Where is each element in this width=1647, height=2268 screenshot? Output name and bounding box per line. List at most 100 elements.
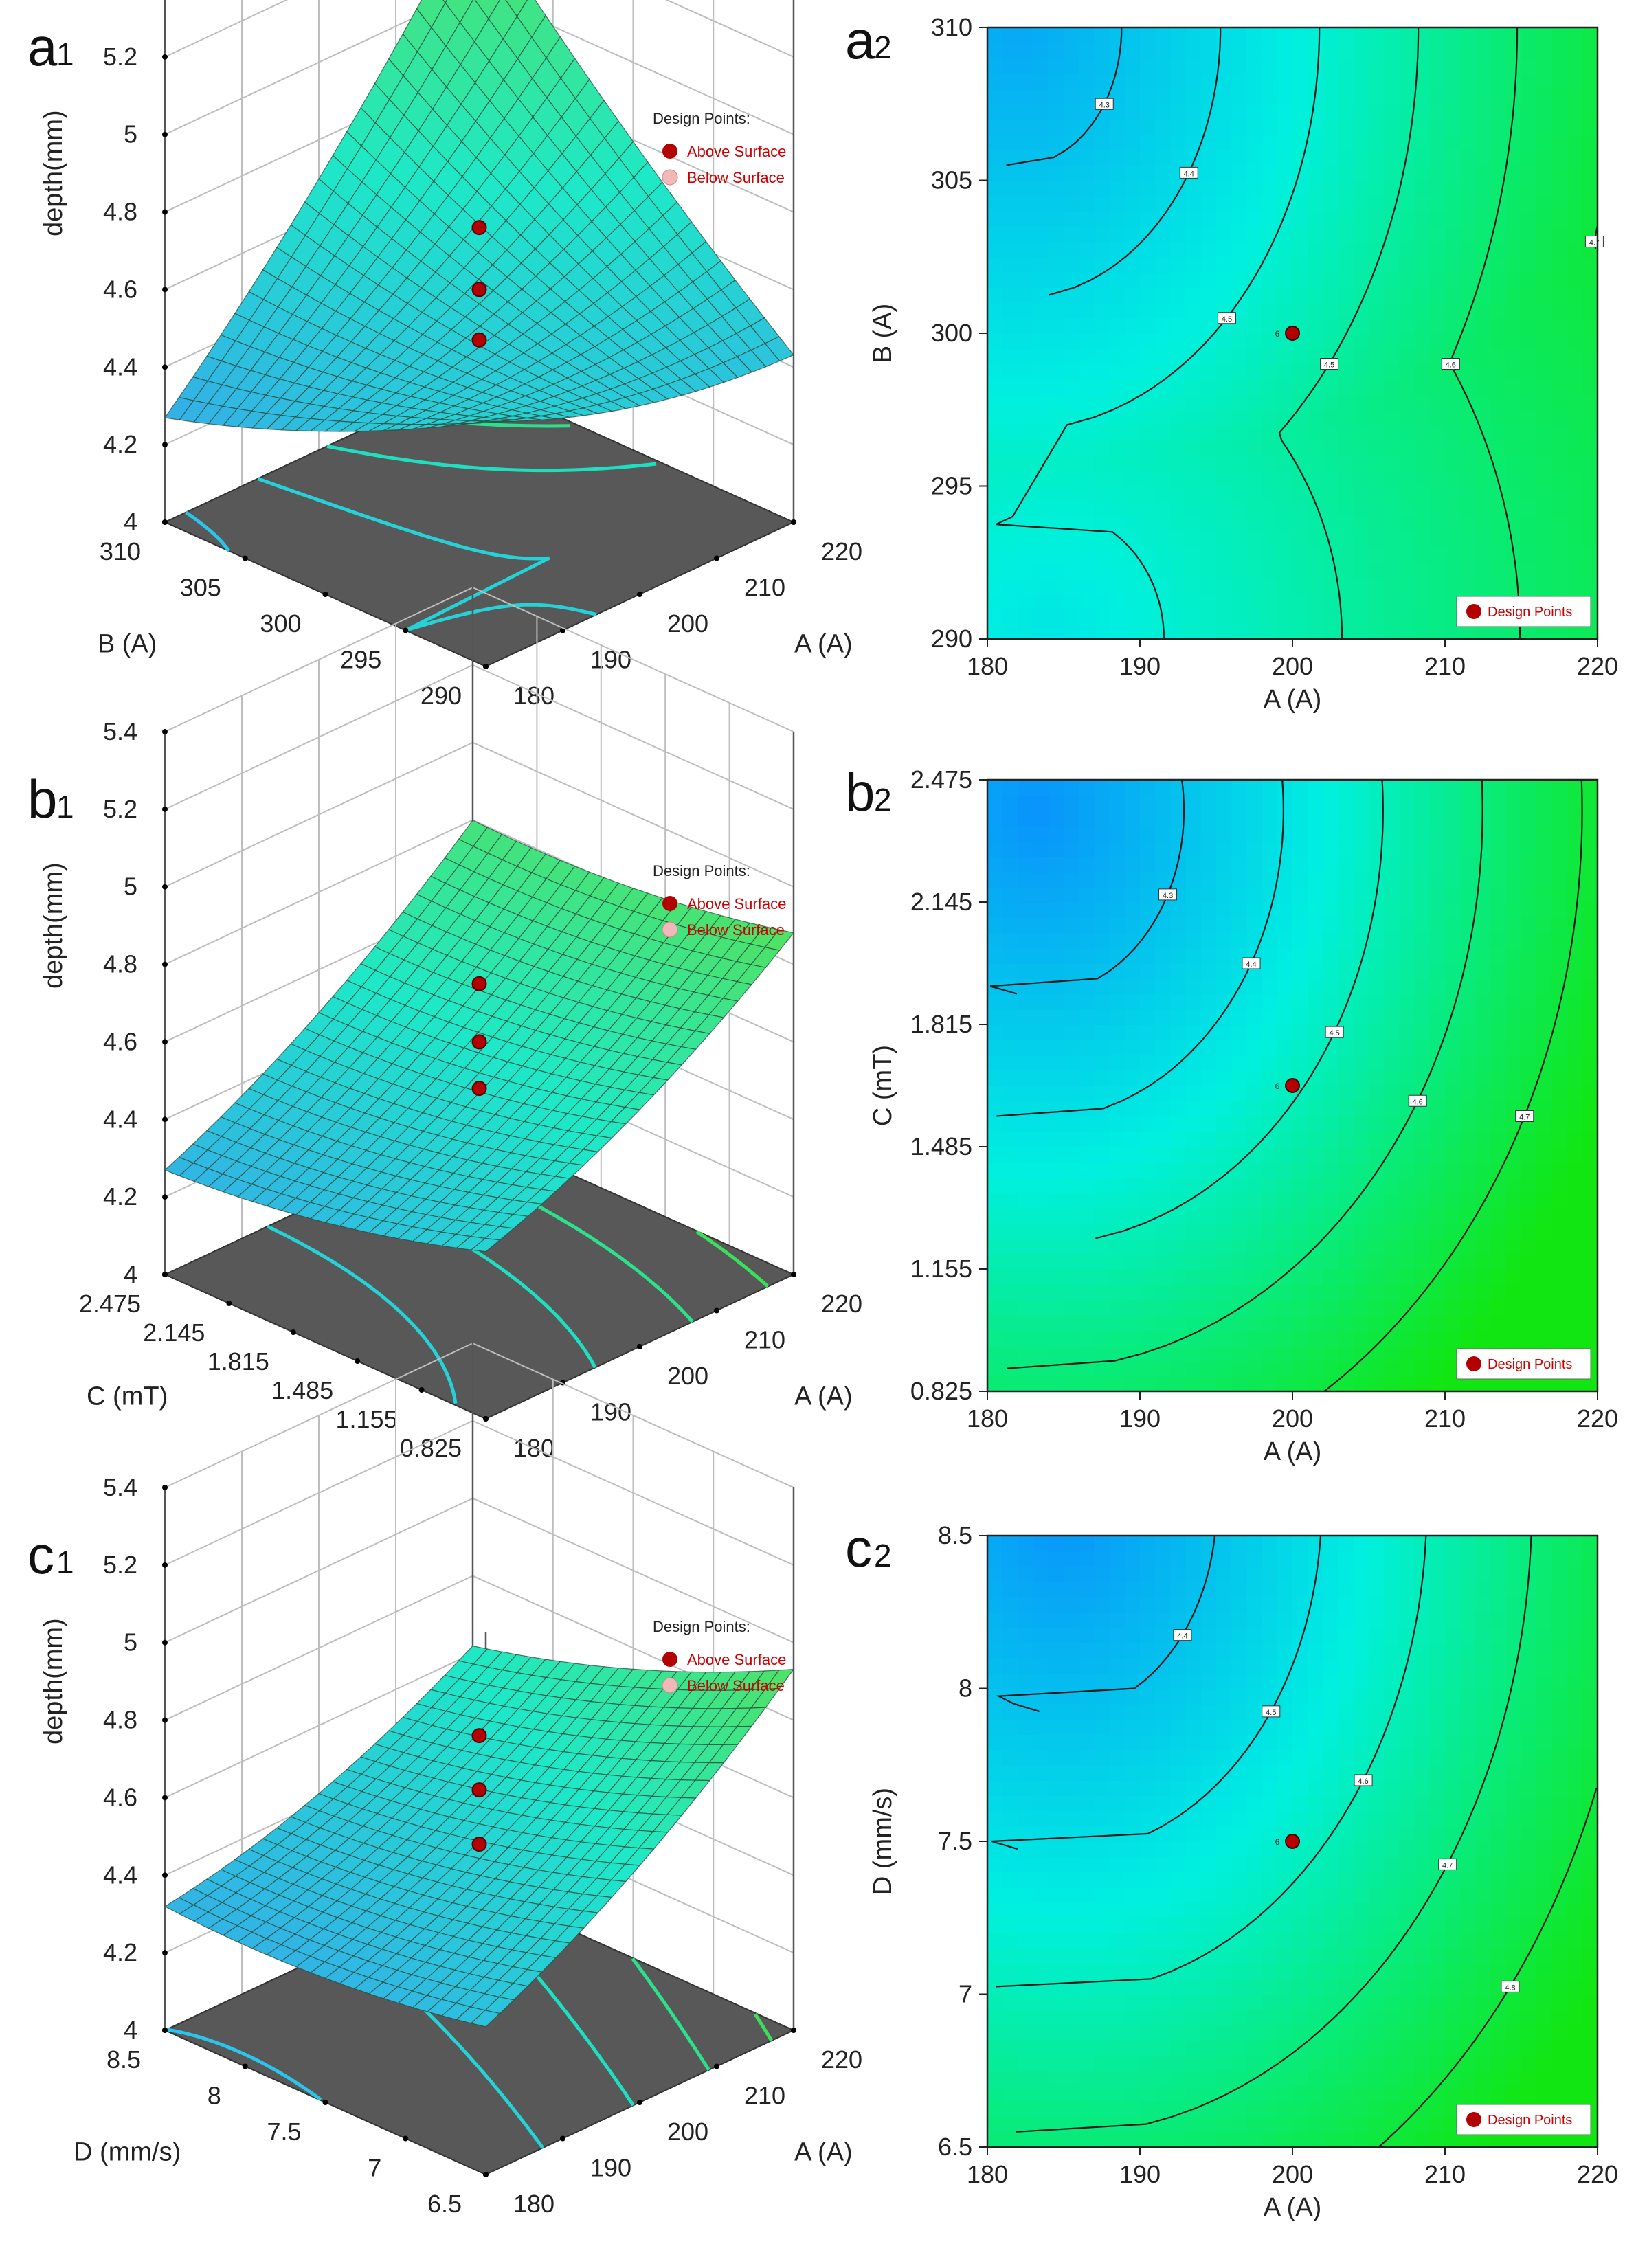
factor-tick-mark [242,555,248,561]
contour-cell [1521,211,1537,227]
contour-cell [1399,1040,1415,1056]
contour-cell [1445,1055,1461,1071]
contour-cell [1414,1162,1431,1178]
contour-cell [1185,1330,1202,1347]
contour-cell [1353,1040,1369,1056]
contour-cell [987,1330,1003,1347]
contour-cell [1521,241,1537,258]
factor-tick-label: 295 [340,646,381,674]
contour-cell [1384,43,1400,59]
contour-cell [1505,211,1522,227]
contour-cell [1338,547,1354,563]
contour-cell [1064,58,1079,74]
contour-cell [1033,963,1049,980]
contour-cell [1460,547,1477,563]
contour-cell [1308,1284,1324,1301]
contour-cell [987,58,1003,74]
contour-cell [1384,1299,1400,1316]
contour-cell [1155,932,1172,949]
contour-cell [1521,73,1537,89]
contour-cell [1109,287,1125,304]
contour-cell [1124,993,1141,1010]
contour-cell [1323,1147,1339,1163]
contour-cell [1414,1131,1431,1147]
contour-cell [1460,394,1477,411]
contour-cell [1140,104,1156,120]
contour-cell [1551,947,1568,964]
contour-cell [1170,287,1187,304]
contour-cell [1338,256,1354,273]
contour-cell [1185,501,1202,517]
contour-cell [1505,1086,1522,1102]
contour-cell [1353,902,1369,919]
contour-cell [1185,440,1202,456]
contour-cell [1475,532,1492,548]
contour-cell [1018,623,1034,640]
contour-cell [1536,27,1553,44]
contour-cell [1292,195,1308,212]
contour-cell [1414,1360,1431,1377]
contour-cell [1155,825,1172,842]
contour-cell [1414,871,1431,888]
contour-cell [1505,394,1522,411]
contour-cell [1262,58,1278,74]
contour-cell [1582,425,1598,441]
contour-cell [1231,902,1248,919]
contour-cell [1216,89,1232,105]
contour-cell [1384,226,1400,243]
x-tick-label: 190 [1119,1404,1161,1433]
contour-cell [1536,1086,1553,1102]
contour-cell [1551,1086,1568,1102]
contour-cell [1490,363,1507,380]
contour-cell [1109,486,1125,502]
contour-cell [1018,317,1034,334]
contour-cell [1094,902,1110,919]
contour-cell [1399,43,1415,59]
contour-cell [1292,471,1308,487]
contour-cell [1079,317,1095,334]
contour-cell [1109,608,1125,625]
contour-cell [1460,517,1477,533]
contour-cell [1505,43,1522,59]
contour-cell [1323,1238,1339,1255]
contour-cell [1292,394,1308,411]
contour-cell [1002,1086,1019,1102]
contour-cell [1231,810,1248,827]
contour-cell [1490,425,1507,441]
contour-cell [1200,195,1217,212]
contour-cell [1551,1101,1568,1117]
contour-cell [1582,1177,1598,1193]
contour-cell [1414,27,1431,44]
contour-cell [1308,593,1324,609]
contour-cell [1353,119,1369,135]
contour-cell [1002,1192,1019,1209]
contour-cell [1033,978,1049,995]
contour-cell [1262,947,1278,964]
contour-cell [1064,27,1079,44]
contour-cell [1155,795,1172,811]
contour-cell [1292,180,1308,197]
contour-cell [1018,27,1034,44]
z-tick-label: 4.4 [103,1105,137,1133]
contour-cell [1353,1360,1369,1377]
contour-cell [1551,363,1568,380]
contour-cell [1369,150,1385,166]
contour-cell [1064,871,1079,888]
contour-cell [1064,104,1079,120]
contour-cell [1414,963,1431,980]
contour-cell [1475,333,1492,350]
contour-cell [1551,825,1568,842]
contour-cell [1338,272,1354,289]
contour-cell [1399,1177,1415,1193]
contour-cell [1033,363,1049,380]
contour-cell [1033,1330,1049,1347]
contour-cell [1002,134,1019,150]
contour-cell [1567,1131,1583,1147]
contour-cell [987,501,1003,517]
contour-cell [1551,902,1568,919]
contour-cell [1185,486,1202,502]
contour-cell [1033,43,1049,59]
contour-cell [1475,302,1492,319]
contour-cell [1079,1086,1095,1102]
contour-cell [1490,1314,1507,1331]
